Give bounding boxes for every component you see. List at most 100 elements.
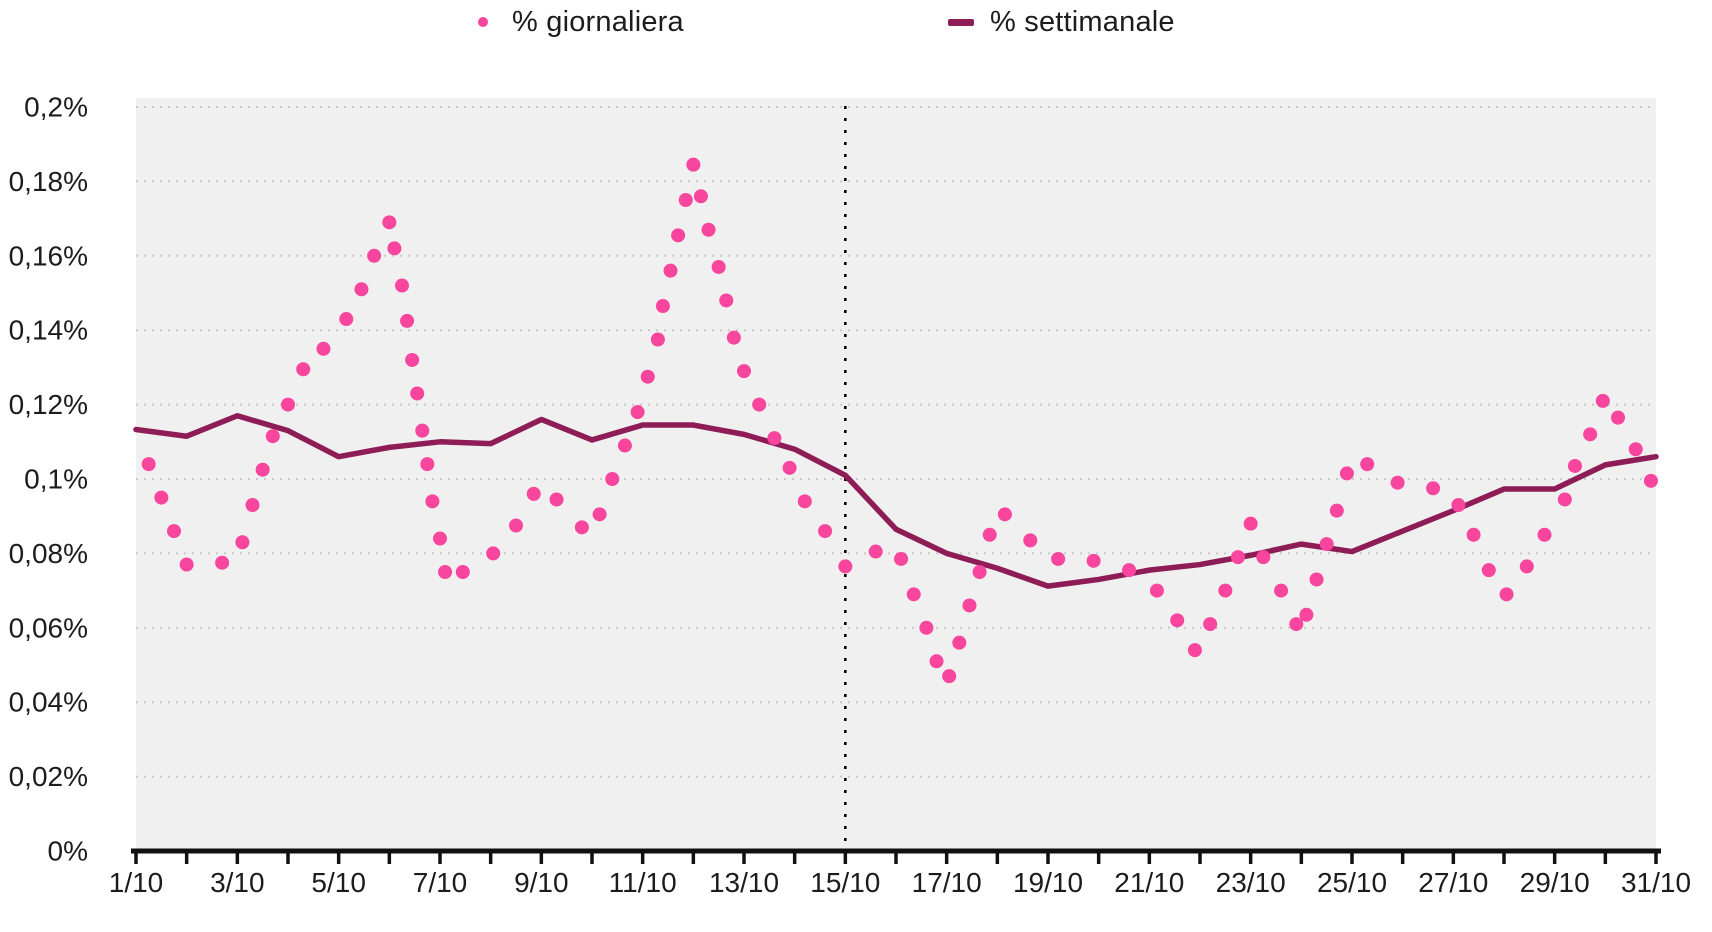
- daily-dot: [906, 587, 921, 602]
- daily-dot: [942, 669, 957, 684]
- daily-dot: [316, 341, 331, 356]
- daily-dot: [405, 352, 420, 367]
- daily-dot: [395, 278, 409, 293]
- daily-dot: [818, 524, 833, 539]
- daily-dot: [982, 527, 997, 542]
- daily-dot: [605, 472, 620, 486]
- daily-dot: [678, 193, 693, 207]
- daily-dot: [782, 460, 797, 475]
- daily-dot: [655, 299, 670, 314]
- daily-dot: [752, 397, 767, 412]
- daily-dot: [1051, 551, 1066, 566]
- x-axis-label: 3/10: [210, 867, 265, 898]
- x-axis-label: 9/10: [514, 867, 569, 898]
- daily-dot: [952, 635, 967, 650]
- daily-dot: [235, 535, 250, 550]
- daily-dot: [1256, 550, 1271, 565]
- daily-dot: [1187, 643, 1202, 658]
- daily-dot: [1309, 572, 1324, 587]
- daily-dot: [1339, 466, 1354, 481]
- daily-dot: [154, 490, 169, 505]
- daily-dot: [737, 364, 751, 379]
- daily-dot: [1289, 617, 1304, 632]
- daily-dot: [415, 423, 430, 438]
- daily-dot: [767, 431, 782, 446]
- y-axis-label: 0,02%: [9, 761, 88, 792]
- daily-dot: [420, 457, 435, 472]
- daily-dot: [1274, 583, 1289, 598]
- x-axis-label: 11/10: [609, 867, 677, 898]
- daily-dot: [1628, 442, 1643, 457]
- x-axis-label: 13/10: [709, 867, 779, 898]
- legend-item-giornaliera: % giornaliera: [478, 0, 684, 44]
- daily-dot: [526, 486, 541, 501]
- daily-dot: [215, 555, 230, 570]
- daily-dot: [1583, 427, 1598, 442]
- y-axis-label: 0,2%: [24, 92, 88, 123]
- daily-dot: [1243, 516, 1258, 531]
- daily-dot: [972, 565, 987, 579]
- x-axis-label: 25/10: [1317, 867, 1387, 898]
- y-axis-label: 0,12%: [9, 389, 88, 420]
- x-axis-label: 23/10: [1216, 867, 1286, 898]
- daily-dot: [574, 520, 589, 535]
- daily-dot: [1611, 410, 1625, 425]
- daily-dot: [265, 429, 280, 444]
- daily-dot: [663, 263, 678, 278]
- legend-dot-icon: [478, 17, 488, 27]
- y-axis-label: 0,16%: [9, 240, 88, 271]
- daily-dot: [549, 492, 564, 507]
- y-axis-label: 0,06%: [9, 612, 88, 643]
- daily-dot: [339, 312, 354, 327]
- daily-dot: [686, 157, 701, 172]
- daily-dot: [1218, 583, 1233, 598]
- y-axis-label: 0,08%: [9, 538, 88, 569]
- daily-dot: [1023, 533, 1038, 548]
- daily-dot: [1319, 537, 1334, 552]
- daily-dot: [650, 332, 665, 347]
- x-axis-label: 5/10: [311, 867, 366, 898]
- daily-dot: [1426, 481, 1441, 496]
- daily-dot: [1537, 527, 1552, 542]
- daily-dot: [1122, 563, 1137, 578]
- daily-dot: [425, 494, 440, 509]
- daily-dot: [997, 507, 1012, 522]
- daily-dot: [894, 551, 909, 566]
- daily-dot: [1390, 475, 1405, 490]
- legend-label-settimanale: % settimanale: [990, 5, 1175, 38]
- plot-background: [136, 98, 1656, 851]
- y-axis-label: 0%: [48, 836, 88, 867]
- x-axis-label: 1/10: [109, 867, 164, 898]
- daily-dot: [1567, 458, 1582, 473]
- daily-dot: [438, 565, 453, 579]
- daily-dot: [486, 546, 501, 561]
- daily-dot: [1595, 393, 1610, 408]
- y-axis-label: 0,14%: [9, 315, 88, 346]
- x-axis-label: 31/10: [1621, 867, 1691, 898]
- daily-dot: [1086, 553, 1101, 568]
- daily-dot: [1519, 559, 1534, 574]
- daily-dot: [367, 248, 382, 263]
- y-axis-label: 0,18%: [9, 166, 88, 197]
- daily-dot: [1299, 607, 1314, 622]
- daily-dot: [387, 241, 402, 256]
- daily-dot: [592, 507, 607, 522]
- daily-dot: [617, 438, 632, 453]
- daily-dot: [1499, 587, 1514, 602]
- daily-dot: [1149, 583, 1164, 598]
- daily-dot: [1231, 550, 1245, 565]
- x-axis-label: 27/10: [1418, 867, 1488, 898]
- x-axis-label: 15/10: [810, 867, 880, 898]
- x-axis-label: 21/10: [1114, 867, 1184, 898]
- daily-dot: [1451, 498, 1466, 513]
- daily-dot: [630, 405, 645, 420]
- daily-dot: [354, 282, 369, 297]
- daily-dot: [382, 215, 397, 230]
- daily-dot: [1466, 527, 1481, 542]
- daily-dot: [179, 557, 194, 572]
- daily-dot: [255, 462, 270, 477]
- daily-dot: [719, 293, 734, 308]
- legend-line-icon: [948, 18, 974, 26]
